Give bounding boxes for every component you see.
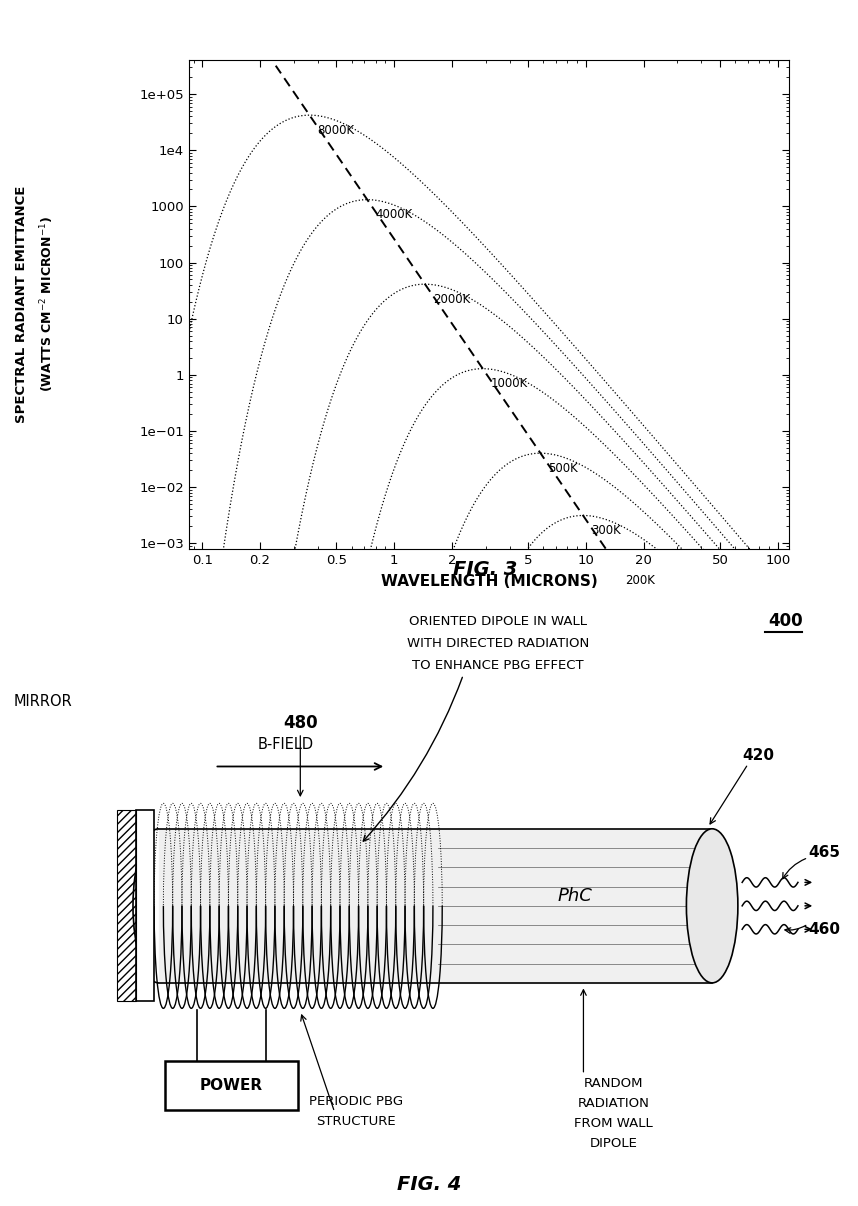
Text: 300K: 300K — [591, 525, 620, 537]
Text: MIRROR: MIRROR — [14, 693, 72, 709]
Text: WITH DIRECTED RADIATION: WITH DIRECTED RADIATION — [407, 637, 589, 650]
Text: 400: 400 — [768, 613, 802, 630]
Text: STRUCTURE: STRUCTURE — [317, 1116, 396, 1128]
Text: TO ENHANCE PBG EFFECT: TO ENHANCE PBG EFFECT — [412, 658, 583, 672]
Text: RANDOM: RANDOM — [583, 1077, 644, 1090]
Text: 1000K: 1000K — [491, 377, 528, 391]
Text: 500K: 500K — [548, 462, 578, 475]
Text: 2000K: 2000K — [433, 293, 470, 306]
Bar — [136, 810, 154, 1001]
Text: B-FIELD: B-FIELD — [257, 737, 313, 751]
Text: PhC: PhC — [558, 886, 592, 904]
Text: 200K: 200K — [625, 574, 655, 586]
Text: FIG. 4: FIG. 4 — [396, 1175, 462, 1194]
Text: 480: 480 — [283, 714, 317, 732]
Text: 420: 420 — [742, 748, 774, 762]
FancyBboxPatch shape — [166, 1061, 299, 1110]
X-axis label: WAVELENGTH (MICRONS): WAVELENGTH (MICRONS) — [381, 574, 597, 589]
Text: 4000K: 4000K — [375, 209, 413, 222]
Text: FIG. 3: FIG. 3 — [452, 560, 517, 579]
Text: POWER: POWER — [200, 1078, 263, 1093]
Text: 460: 460 — [808, 921, 840, 937]
Bar — [117, 810, 136, 1001]
Text: (WATTS CM$^{-2}$ MICRON$^{-1}$): (WATTS CM$^{-2}$ MICRON$^{-1}$) — [39, 216, 56, 392]
Ellipse shape — [686, 829, 738, 983]
Text: 465: 465 — [808, 844, 840, 860]
Text: RADIATION: RADIATION — [577, 1097, 650, 1110]
Text: PERIODIC PBG: PERIODIC PBG — [309, 1095, 403, 1108]
Text: DIPOLE: DIPOLE — [589, 1137, 637, 1151]
Text: SPECTRAL RADIANT EMITTANCE: SPECTRAL RADIANT EMITTANCE — [15, 186, 28, 422]
Text: ORIENTED DIPOLE IN WALL: ORIENTED DIPOLE IN WALL — [408, 615, 587, 627]
Text: 8000K: 8000K — [317, 124, 354, 136]
Text: FROM WALL: FROM WALL — [574, 1117, 653, 1130]
